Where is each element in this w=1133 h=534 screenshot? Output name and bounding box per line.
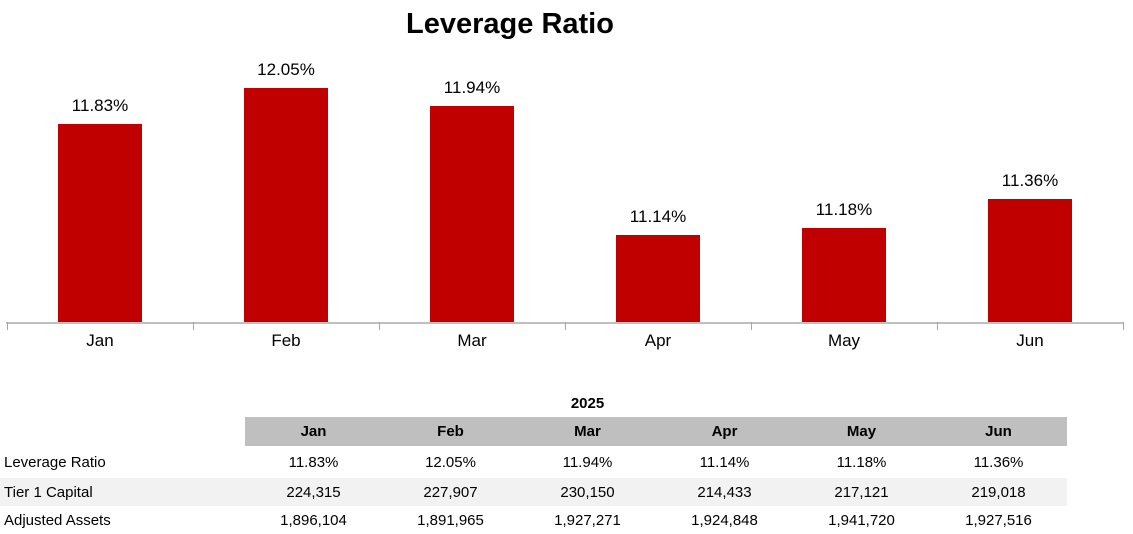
- table-cell: 11.14%: [699, 453, 750, 471]
- table-cell: 227,907: [382, 478, 519, 506]
- table-cell: 214,433: [656, 478, 793, 506]
- axis-tick: [1123, 322, 1124, 330]
- bar-feb: [244, 88, 328, 322]
- table-header-spacer: [0, 417, 245, 446]
- axis-tick: [937, 322, 938, 330]
- axis-tick: [7, 322, 8, 330]
- table-cell: 12.05%: [425, 453, 476, 471]
- data-table: 2025 Jan Feb Mar Apr May Jun Leverage Ratio 11.8…: [0, 389, 1067, 534]
- chart-title: Leverage Ratio: [406, 8, 614, 40]
- x-axis-label: Feb: [271, 331, 301, 350]
- bar-value-label: 11.14%: [629, 207, 687, 226]
- bar-jun: [988, 199, 1072, 322]
- table-cell: 1,891,965: [417, 511, 484, 529]
- bar-value-label: 11.94%: [443, 78, 501, 97]
- row-label: Leverage Ratio: [4, 453, 106, 471]
- leverage-ratio-chart: Leverage Ratio 11.83% Jan 12.05% Feb 11.94% M…: [6, 8, 1124, 350]
- table-cell: 1,927,516: [965, 511, 1032, 529]
- table-cell: 219,018: [930, 478, 1067, 506]
- table-cell: 11.83%: [288, 453, 339, 471]
- table-header-jan: Jan: [245, 417, 382, 446]
- table-header-may: May: [793, 417, 930, 446]
- bar-value-label: 11.36%: [1001, 171, 1059, 190]
- table-header-jun: Jun: [930, 417, 1067, 446]
- x-axis-label: May: [827, 331, 861, 350]
- axis-tick: [193, 322, 194, 330]
- bar-value-label: 11.18%: [815, 200, 873, 219]
- table-cell: 1,896,104: [280, 511, 347, 529]
- table-cell: 1,927,271: [554, 511, 621, 529]
- bar-value-label: 11.83%: [71, 96, 129, 115]
- bar-value-label: 12.05%: [257, 60, 315, 79]
- row-label: Adjusted Assets: [4, 511, 111, 529]
- table-header-feb: Feb: [382, 417, 519, 446]
- bar-may: [802, 228, 886, 322]
- table-cell: 1,924,848: [691, 511, 758, 529]
- table-cell: 11.94%: [562, 453, 613, 471]
- plot-area: 11.83% Jan 12.05% Feb 11.94% Mar 11.14% Apr 11.1…: [6, 60, 1124, 350]
- table-cell: 230,150: [519, 478, 656, 506]
- x-axis-label: Apr: [644, 331, 672, 350]
- x-axis-label: Jun: [1016, 331, 1044, 350]
- table-cell: 1,941,720: [828, 511, 895, 529]
- axis-tick: [751, 322, 752, 330]
- bar-jan: [58, 124, 142, 322]
- axis-tick: [565, 322, 566, 330]
- table-cell: 11.18%: [836, 453, 887, 471]
- table-cell: 217,121: [793, 478, 930, 506]
- x-axis-label: Jan: [86, 331, 114, 350]
- row-label: Tier 1 Capital: [0, 478, 245, 506]
- table-cell: 224,315: [245, 478, 382, 506]
- x-axis-label: Mar: [457, 331, 487, 350]
- bar-apr: [616, 235, 700, 322]
- table-header-apr: Apr: [656, 417, 793, 446]
- table-header-mar: Mar: [519, 417, 656, 446]
- year-header: 2025: [570, 394, 605, 412]
- axis-tick: [379, 322, 380, 330]
- table-cell: 11.36%: [973, 453, 1024, 471]
- bar-mar: [430, 106, 514, 322]
